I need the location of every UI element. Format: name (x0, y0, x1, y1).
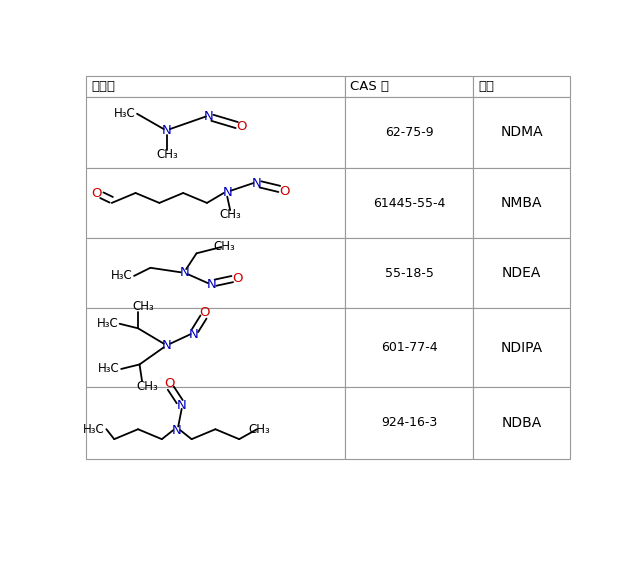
Bar (345, 387, 473, 458)
Bar (473, 168, 570, 238)
Text: N: N (189, 328, 199, 340)
Bar (473, 238, 570, 308)
Text: 55-18-5: 55-18-5 (385, 266, 433, 279)
Text: O: O (232, 272, 243, 285)
Text: 简称: 简称 (478, 80, 494, 93)
Text: H₃C: H₃C (114, 107, 136, 120)
Bar (345, 238, 473, 308)
Text: CH₃: CH₃ (213, 241, 235, 254)
Bar (345, 308, 473, 387)
Text: N: N (177, 399, 186, 411)
Text: CH₃: CH₃ (136, 380, 158, 393)
Bar (86, 97, 345, 168)
Bar (86, 387, 345, 458)
Text: NMBA: NMBA (501, 196, 542, 210)
Text: CH₃: CH₃ (220, 208, 241, 221)
Bar (473, 76, 570, 97)
Text: 601-77-4: 601-77-4 (381, 341, 437, 354)
Text: O: O (279, 185, 289, 198)
Text: CAS 号: CAS 号 (350, 80, 389, 93)
Text: O: O (92, 187, 102, 200)
Bar (86, 76, 345, 97)
Text: N: N (162, 339, 172, 352)
Text: O: O (199, 306, 209, 319)
Text: H₃C: H₃C (97, 318, 118, 330)
Bar (345, 97, 473, 168)
Bar (473, 97, 570, 168)
Text: NDMA: NDMA (500, 126, 543, 139)
Bar (86, 168, 345, 238)
Text: 924-16-3: 924-16-3 (381, 417, 437, 430)
Text: O: O (164, 377, 175, 390)
Bar (86, 308, 345, 387)
Text: CH₃: CH₃ (156, 148, 178, 161)
Text: N: N (162, 124, 172, 137)
Text: 化学式: 化学式 (91, 80, 115, 93)
Text: N: N (207, 278, 216, 292)
Text: CH₃: CH₃ (132, 300, 154, 313)
Text: N: N (222, 187, 232, 200)
Text: N: N (172, 424, 182, 437)
Text: NDIPA: NDIPA (500, 340, 543, 355)
Text: 61445-55-4: 61445-55-4 (373, 197, 445, 210)
Text: CH₃: CH₃ (248, 423, 270, 436)
Text: N: N (179, 266, 189, 279)
Text: N: N (204, 110, 214, 123)
Bar (345, 168, 473, 238)
Bar (473, 387, 570, 458)
Text: H₃C: H₃C (111, 269, 132, 282)
Text: O: O (236, 120, 246, 133)
Text: H₃C: H₃C (98, 363, 120, 376)
Text: NDEA: NDEA (502, 266, 541, 280)
Bar (345, 76, 473, 97)
Bar (86, 238, 345, 308)
Bar (473, 308, 570, 387)
Text: NDBA: NDBA (502, 416, 542, 430)
Text: H₃C: H₃C (83, 423, 105, 436)
Text: N: N (252, 177, 262, 190)
Text: 62-75-9: 62-75-9 (385, 126, 433, 139)
